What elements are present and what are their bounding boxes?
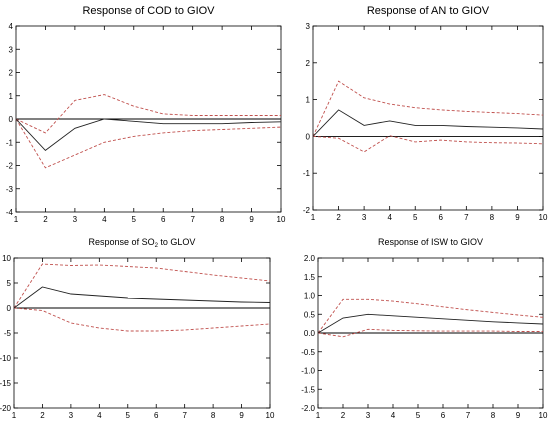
panel-so2-xtick-label: 1 <box>12 411 17 420</box>
panel-so2-ytick-label: 5 <box>7 279 12 288</box>
panel-an-xtick-label: 2 <box>336 213 341 222</box>
panel-so2-xtick-label: 5 <box>126 411 131 420</box>
panel-cod-ytick-label: 3 <box>9 45 14 54</box>
panel-cod-xtick-label: 4 <box>102 215 107 224</box>
panel-cod-title-text: Response of COD to GIOV <box>82 5 215 17</box>
panel-so2-ytick-label: 0 <box>7 304 12 313</box>
panel-so2-title-text: Response of SO <box>89 237 155 247</box>
panel-cod-title: Response of COD to GIOV <box>82 5 215 17</box>
panel-an-xtick-label: 1 <box>311 213 316 222</box>
panel-cod-lower-band <box>15 118 282 169</box>
panel-an-xtick-label: 10 <box>539 213 548 222</box>
panel-so2-frame <box>13 257 271 409</box>
panel-cod-response-line <box>15 118 282 152</box>
panel-so2-title: Response of SO2 to GLOV <box>89 237 196 249</box>
panel-so2-xtick-label: 2 <box>40 411 45 420</box>
panel-an: Response of AN to GIOV -2 -1 0 1 2 3 1 2 3 4 5 6 7 8 9 1… <box>303 5 548 222</box>
panel-an-xtick-label: 6 <box>439 213 444 222</box>
panel-so2-ytick-label: -15 <box>0 379 12 388</box>
panel-cod-xtick-label: 1 <box>14 215 19 224</box>
panel-isw-ytick-label: 1.0 <box>304 292 316 301</box>
panel-an-title: Response of AN to GIOV <box>367 5 490 17</box>
panel-cod-xtick-label: 8 <box>220 215 225 224</box>
panel-an-ytick-label: -1 <box>303 169 311 178</box>
panel-isw-xtick-label: 3 <box>366 411 371 420</box>
panel-so2-title-subscript: 2 <box>155 243 159 249</box>
panel-isw-ytick-label: 1.5 <box>304 273 316 282</box>
panel-an-ytick-label: 1 <box>306 96 311 105</box>
panel-an-xtick-label: 3 <box>362 213 367 222</box>
panel-an-xtick-label: 4 <box>387 213 392 222</box>
panel-cod-ytick-label: 4 <box>9 22 14 31</box>
panel-an-xtick-label: 9 <box>515 213 520 222</box>
panel-an-xtick-label: 8 <box>490 213 495 222</box>
panel-isw-xtick-label: 4 <box>391 411 396 420</box>
panel-so2-xtick-label: 8 <box>211 411 216 420</box>
panel-so2-xtick-label: 10 <box>266 411 275 420</box>
panel-an-response-line <box>312 109 544 137</box>
panel-an-ytick-label: 3 <box>306 22 311 31</box>
panel-so2-ytick-label: -20 <box>0 404 12 413</box>
panel-so2-xtick-label: 6 <box>154 411 159 420</box>
panel-so2-xtick-label: 9 <box>239 411 244 420</box>
panel-isw-xtick-label: 6 <box>441 411 446 420</box>
panel-isw-xtick-label: 2 <box>341 411 346 420</box>
panel-so2-response-line <box>13 286 271 309</box>
panel-so2-lower-band <box>13 307 271 332</box>
panel-cod-xtick-label: 6 <box>161 215 166 224</box>
panel-isw-title: Response of ISW to GIOV <box>378 237 483 247</box>
panel-isw-xtick-label: 7 <box>466 411 471 420</box>
panel-isw-ytick-label: -0.5 <box>301 348 315 357</box>
panel-isw-ytick-label: -1.0 <box>301 367 315 376</box>
panel-cod-ytick-label: -1 <box>6 138 14 147</box>
panel-an-frame <box>312 25 544 211</box>
panel-cod-xtick-label: 10 <box>277 215 286 224</box>
panel-an-ytick-label: -2 <box>303 206 311 215</box>
panel-cod-upper-band <box>15 94 281 134</box>
panel-isw-ytick-label: -2.0 <box>301 404 315 413</box>
panel-an-ytick-label: 0 <box>306 132 311 141</box>
panel-isw: Response of ISW to GIOV -2.0 -1.5 -1.0 -0.5 0… <box>301 237 548 420</box>
panel-so2-xtick-label: 4 <box>97 411 102 420</box>
panel-cod-ytick-label: 2 <box>9 69 14 78</box>
panel-isw-xtick-label: 1 <box>316 411 321 420</box>
panel-so2-xtick-label: 3 <box>69 411 74 420</box>
panel-isw-ytick-label: 0.0 <box>304 329 316 338</box>
panel-cod-xtick-label: 7 <box>190 215 195 224</box>
panel-an-lower-band <box>312 135 544 153</box>
panel-cod-xtick-label: 3 <box>73 215 78 224</box>
panel-an-xtick-label: 7 <box>464 213 469 222</box>
panel-isw-xtick-label: 5 <box>416 411 421 420</box>
panel-an-ytick-label: 2 <box>306 59 311 68</box>
panel-isw-xtick-label: 8 <box>491 411 496 420</box>
panel-cod-xtick-label: 2 <box>43 215 48 224</box>
panel-so2-upper-band <box>13 263 271 309</box>
panel-isw-xtick-label: 9 <box>516 411 521 420</box>
panel-cod: Response of COD to GIOV -4 -3 -2 -1 0 1 2 3 4 1 2 3 4… <box>6 5 286 224</box>
panel-isw-ytick-label: 0.5 <box>304 310 316 319</box>
panel-cod-ytick-label: 0 <box>9 115 14 124</box>
panel-isw-response-line <box>317 313 544 334</box>
panel-an-upper-band <box>312 80 544 137</box>
panel-so2-ytick-label: -10 <box>0 354 12 363</box>
panel-isw-ytick-label: -1.5 <box>301 385 315 394</box>
panel-isw-title-text: Response of ISW to GIOV <box>378 237 483 247</box>
panel-an-xtick-label: 5 <box>413 213 418 222</box>
panel-cod-ytick-label: -4 <box>6 208 14 217</box>
panel-isw-upper-band <box>317 298 544 334</box>
panel-isw-xtick-label: 10 <box>539 411 548 420</box>
panel-cod-ytick-label: -3 <box>6 185 14 194</box>
panel-so2-xtick-label: 7 <box>182 411 187 420</box>
panel-an-title-text: Response of AN to GIOV <box>367 5 490 17</box>
panel-so2-ytick-label: 10 <box>2 254 11 263</box>
panel-isw-ytick-label: 2.0 <box>304 254 316 263</box>
panel-so2-title-suffix: to GLOV <box>158 237 196 247</box>
panel-cod-xtick-label: 9 <box>249 215 254 224</box>
panel-cod-xtick-label: 5 <box>132 215 137 224</box>
panel-cod-ytick-label: 1 <box>9 92 14 101</box>
panel-cod-ytick-label: -2 <box>6 162 14 171</box>
panel-so2-ytick-label: -5 <box>4 329 12 338</box>
